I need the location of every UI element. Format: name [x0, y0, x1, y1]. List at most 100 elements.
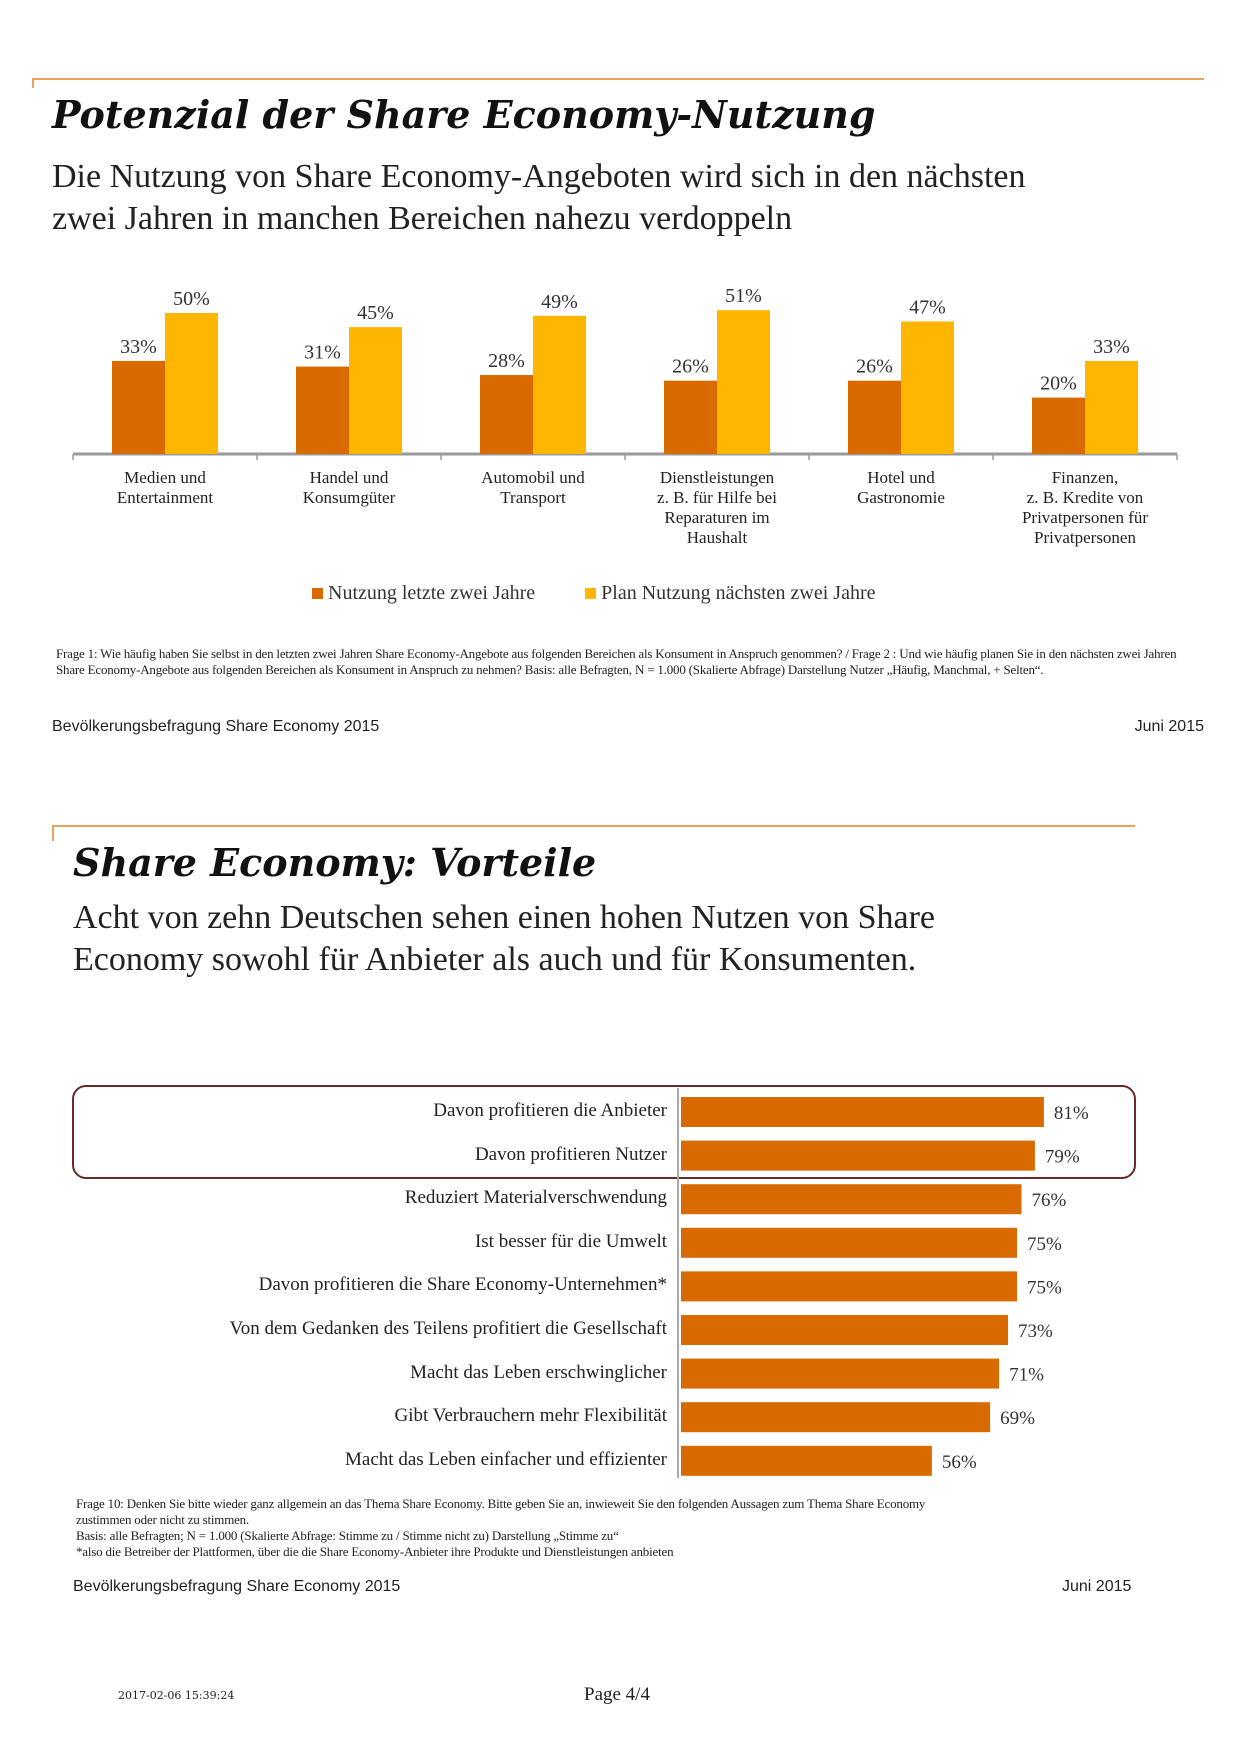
category-label-line: Hotel und [867, 468, 935, 487]
category-label: Ist besser für die Umwelt [474, 1230, 667, 1252]
bar-value-label: 50% [173, 288, 210, 310]
slide2-accent-tick [52, 825, 54, 841]
chart-legend: Nutzung letzte zwei Jahre Plan Nutzung n… [312, 582, 876, 605]
bar-value-label: 47% [909, 296, 946, 318]
legend-swatch-series2 [585, 588, 597, 599]
category-label-line: z. B. Kredite von [1026, 488, 1144, 507]
bar-past [296, 366, 349, 454]
bar-value-label: 51% [725, 285, 762, 307]
bar [681, 1445, 932, 1476]
category-label: Finanzen, z. B. Kredite von Privatpersonen… [995, 468, 1175, 548]
slide1-title: Potenzial der Share Economy-Nutzung [52, 92, 876, 137]
slide1-accent-line [32, 78, 1204, 80]
legend-swatch-series1 [312, 588, 323, 599]
category-label-line: Konsumgüter [302, 488, 396, 507]
category-label: Handel und Konsumgüter [259, 468, 439, 508]
highlight-box [72, 1085, 1136, 1179]
bar-value-label: 31% [304, 342, 341, 364]
bar-value-label: 33% [120, 336, 157, 358]
print-timestamp: 2017-02-06 15:39:24 [118, 1689, 235, 1702]
slide1-footnote: Frage 1: Wie häufig haben Sie selbst in … [56, 646, 1177, 677]
bar-value-label: 75% [1027, 1234, 1062, 1255]
category-label-line: Dienstleistungen [659, 468, 775, 487]
bar [681, 1184, 1022, 1215]
bar [681, 1140, 1035, 1171]
category-label-line: Handel und [309, 468, 389, 487]
slide2-accent-line [52, 825, 1135, 827]
bar-past [1032, 397, 1085, 454]
category-label-line: Gastronomie [857, 488, 945, 507]
category-label: Macht das Leben erschwinglicher [410, 1361, 667, 1383]
legend-label-series1: Nutzung letzte zwei Jahre [328, 582, 536, 604]
category-label: Von dem Gedanken des Teilens profitiert … [229, 1318, 667, 1339]
bar-value-label: 73% [1018, 1321, 1053, 1342]
bar-value-label: 79% [1045, 1147, 1080, 1168]
bar-value-label: 69% [1000, 1408, 1035, 1429]
bar-past [480, 375, 533, 454]
category-label: Reduziert Materialverschwendung [404, 1187, 667, 1209]
bar-value-label: 20% [1040, 373, 1077, 395]
bar-value-label: 49% [541, 291, 578, 313]
slide1-accent-tick [32, 78, 34, 88]
slide2-footer-date: Juni 2015 [1062, 1578, 1132, 1595]
slide2-footnote-line: zustimmen oder nicht zu stimmen. [76, 1512, 250, 1527]
category-label-line: Privatpersonen für [1021, 508, 1149, 527]
bar-value-label: 45% [357, 302, 394, 324]
slide1-footer-source: Bevölkerungsbefragung Share Economy 2015 [52, 718, 380, 735]
legend-label-series2: Plan Nutzung nächsten zwei Jahre [601, 582, 876, 604]
bar-value-label: 76% [1031, 1190, 1066, 1211]
bar-value-label: 33% [1093, 336, 1130, 358]
bar [681, 1402, 991, 1433]
category-label: Macht das Leben einfacher und effiziente… [345, 1448, 667, 1470]
bar-past [664, 380, 717, 454]
bar-past [848, 380, 901, 454]
bar-plan [901, 321, 954, 454]
bar [681, 1227, 1017, 1258]
category-label: Davon profitieren die Share Economy-Unte… [258, 1274, 667, 1296]
category-label: Gibt Verbrauchern mehr Flexibilität [394, 1405, 667, 1427]
slide2-footnote-line: Basis: alle Befragten; N = 1.000 (Skalie… [76, 1528, 619, 1543]
category-label-line: Finanzen, [1051, 468, 1119, 487]
category-label: Medien und Entertainment [75, 468, 255, 508]
bar-value-label: 56% [942, 1452, 977, 1473]
bar-value-label: 75% [1027, 1277, 1062, 1298]
slide2-footnote: Frage 10: Denken Sie bitte wieder ganz a… [76, 1496, 1136, 1560]
category-label: Davon profitieren Nutzer [474, 1143, 667, 1165]
bar-value-label: 26% [856, 356, 893, 378]
slide1-subtitle-line-2: zwei Jahren in manchen Bereichen nahezu … [52, 200, 793, 237]
bar-plan [349, 327, 402, 454]
slide2-subtitle-line-2: Economy sowohl für Anbieter als auch und… [73, 941, 917, 978]
bar-plan [1085, 360, 1138, 454]
bar-plan [165, 313, 218, 454]
bar-value-label: 28% [488, 350, 525, 372]
category-label: Dienstleistungen z. B. für Hilfe bei Repar… [627, 468, 807, 548]
bar-value-label: 81% [1054, 1103, 1089, 1124]
slide1-footer-date: Juni 2015 [1134, 718, 1204, 735]
bar-past [112, 360, 165, 454]
bar-value-label: 26% [672, 356, 709, 378]
category-label-line: Haushalt [686, 528, 748, 547]
category-label-line: Entertainment [116, 488, 214, 507]
slide2-footer-source: Bevölkerungsbefragung Share Economy 2015 [73, 1578, 401, 1595]
bar [681, 1315, 1009, 1345]
category-label: Hotel und Gastronomie [811, 468, 991, 508]
category-label-line: Medien und [124, 468, 206, 487]
category-label-line: Transport [500, 488, 566, 507]
bar-plan [717, 310, 770, 454]
bar-plan [533, 315, 586, 454]
slide2-subtitle-line-1: Acht von zehn Deutschen sehen einen hohe… [73, 899, 936, 936]
category-label-line: Privatpersonen [1034, 528, 1136, 547]
slide2-footnote-line: *also die Betreiber der Plattformen, übe… [76, 1544, 674, 1559]
usage-bar-chart: 33% 50% 31% 45% 28% 49% 26% 51% 26% 47% 20% 33% [72, 285, 1178, 460]
bar [681, 1097, 1044, 1127]
category-label-line: Reparaturen im [664, 508, 770, 527]
category-label-line: Automobil und [481, 468, 585, 487]
category-label-line: z. B. für Hilfe bei [657, 488, 777, 507]
category-label: Automobil und Transport [443, 468, 623, 508]
slide2-footnote-line: Frage 10: Denken Sie bitte wieder ganz a… [76, 1496, 926, 1511]
advantages-bar-chart: 81% 79% 76% 75% 75% 73% 71% 69% 56% [677, 1088, 1089, 1478]
bar [681, 1358, 1000, 1389]
bar-value-label: 71% [1009, 1365, 1044, 1386]
bar [681, 1271, 1017, 1302]
